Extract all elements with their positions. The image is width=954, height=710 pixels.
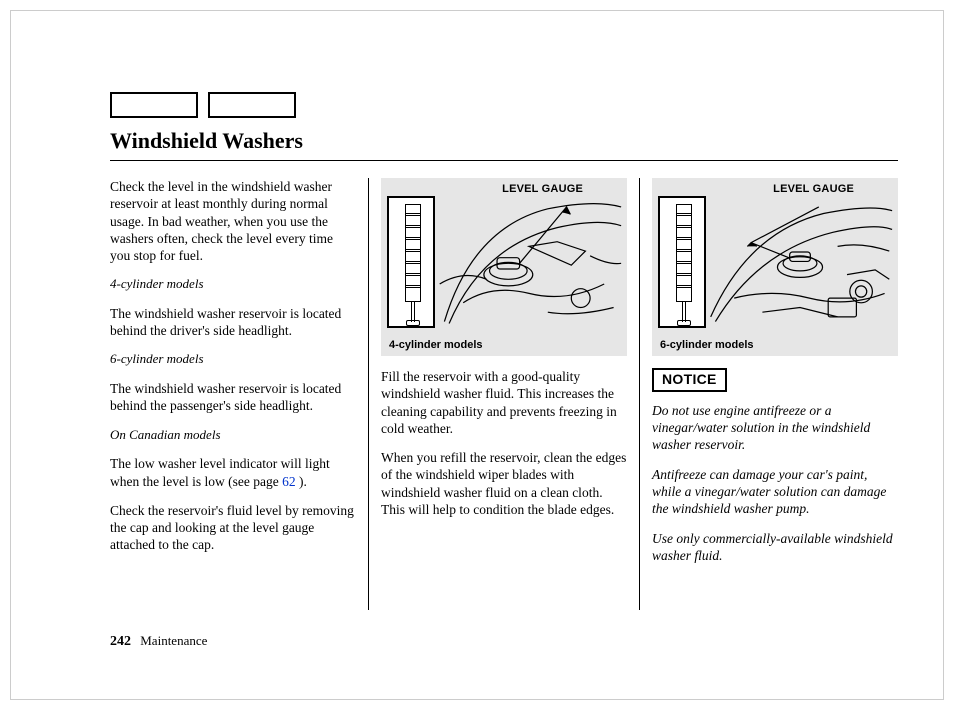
c2-p1: Fill the reservoir with a good-quality w… [381,368,627,437]
c2-p2: When you refill the reservoir, clean the… [381,449,627,518]
c1-p1: Check the level in the windshield washer… [110,178,356,264]
nav-button-next[interactable] [208,92,296,118]
page-footer: 242 Maintenance [110,633,207,650]
figure-4cyl: LEVEL GAUGE [381,178,627,356]
title-block: Windshield Washers [110,128,898,161]
c1-sub2: 6-cylinder models [110,351,356,368]
figure-6cyl: LEVEL GAUGE [652,178,898,356]
page-title: Windshield Washers [110,128,898,158]
c1-p2: The windshield washer reservoir is locat… [110,305,356,340]
nav-button-row [110,92,296,118]
engine-bay-4cyl-icon [435,190,623,331]
gauge-knob-icon [677,320,691,326]
gauge-tube-icon [676,204,692,302]
c1-sub3: On Canadian models [110,427,356,444]
title-rule [110,160,898,161]
column-2: LEVEL GAUGE [368,178,639,610]
content-columns: Check the level in the windshield washer… [110,178,898,610]
c1-p3: The windshield washer reservoir is locat… [110,380,356,415]
column-1: Check the level in the windshield washer… [110,178,368,610]
section-name: Maintenance [140,633,207,648]
c1-p5: Check the reservoir's fluid level by rem… [110,502,356,554]
gauge-stem-icon [411,302,415,322]
gauge-inset-6cyl [658,196,706,328]
notice-badge: NOTICE [652,368,727,392]
page-ref-62[interactable]: 62 [282,474,296,489]
c1-p4: The low washer level indicator will ligh… [110,455,356,490]
column-3: LEVEL GAUGE [639,178,898,610]
fig1-caption: 4-cylinder models [389,338,483,352]
c3-p3: Use only commercially-available windshie… [652,530,898,565]
manual-page: Windshield Washers Check the level in th… [0,0,954,710]
fig2-caption: 6-cylinder models [660,338,754,352]
gauge-inset-4cyl [387,196,435,328]
gauge-knob-icon [406,320,420,326]
engine-bay-6cyl-icon [706,190,894,331]
gauge-stem-icon [682,302,686,322]
c1-p4b: ). [296,474,307,489]
c3-p2: Antifreeze can damage your car's paint, … [652,466,898,518]
c3-p1: Do not use engine antifreeze or a vinega… [652,402,898,454]
gauge-tube-icon [405,204,421,302]
nav-button-prev[interactable] [110,92,198,118]
c1-sub1: 4-cylinder models [110,276,356,293]
page-number: 242 [110,634,131,649]
